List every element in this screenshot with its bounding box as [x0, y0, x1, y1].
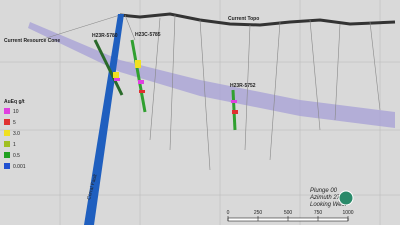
assay-intervals — [113, 60, 238, 114]
looking: Looking West — [310, 202, 347, 208]
legend-label: 5 — [13, 120, 16, 126]
legend-swatch — [4, 130, 10, 136]
legend-label: 0.001 — [13, 164, 26, 170]
section-view: Current Resource Cone Current Topo Corra… — [0, 0, 400, 225]
legend-label: 0.5 — [13, 153, 20, 159]
legend-label: 10 — [13, 109, 19, 115]
topo-label: Current Topo — [228, 16, 259, 22]
drill-hole — [130, 39, 147, 113]
resource-cone — [28, 22, 395, 128]
legend-label: 1 — [13, 142, 16, 148]
compass — [338, 190, 354, 206]
legend-label: 3.0 — [13, 131, 20, 137]
resource-cone-label: Current Resource Cone — [4, 38, 60, 44]
legend-title: AuEq g/t — [4, 99, 25, 105]
legend-swatch — [4, 108, 10, 114]
scale-label: 0 — [227, 210, 230, 216]
hole-label: H23R-5780 — [92, 33, 118, 39]
hole-label: H23R-5752 — [230, 83, 256, 89]
legend-swatch — [4, 119, 10, 125]
drill-traces — [39, 14, 381, 171]
drill-hole — [93, 39, 124, 96]
hole-label: H23C-5785 — [135, 32, 161, 38]
scale-label: 500 — [284, 210, 293, 216]
topography — [119, 12, 396, 27]
scale-bar: 0 250 500 750 1000 — [227, 210, 354, 222]
azimuth: Azimuth 270 — [309, 195, 344, 201]
scale-label: 750 — [314, 210, 323, 216]
legend-swatch — [4, 152, 10, 158]
legend-swatch — [4, 163, 10, 169]
legend-swatch — [4, 141, 10, 147]
scale-label: 1000 — [342, 210, 353, 216]
legend: AuEq g/t 10 5 3.0 1 0.5 0.001 — [4, 99, 26, 170]
scale-label: 250 — [254, 210, 263, 216]
plunge: Plunge 00 — [310, 188, 338, 194]
fault-plane — [84, 14, 124, 225]
